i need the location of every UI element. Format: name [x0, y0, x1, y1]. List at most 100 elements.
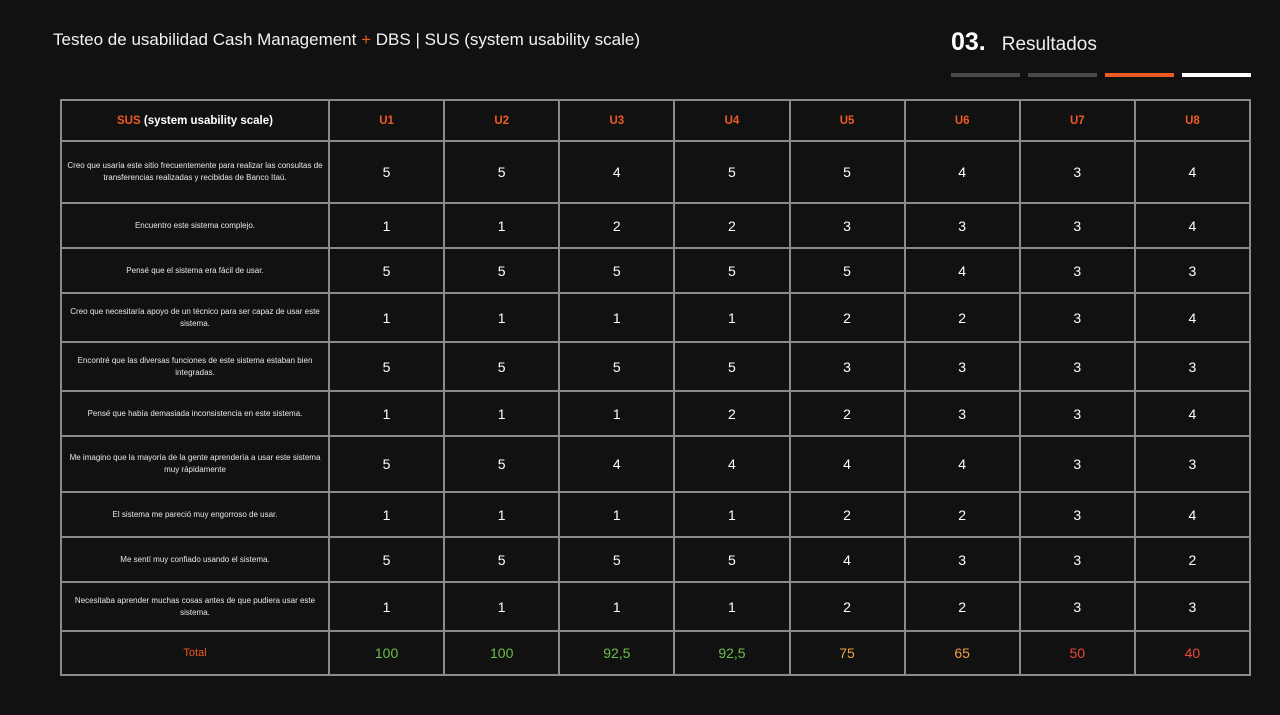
score-cell: 2	[788, 292, 906, 343]
score-cell: 4	[788, 536, 906, 583]
score-cell: 5	[327, 247, 446, 294]
title-plus: +	[361, 30, 372, 49]
score-cell: 5	[788, 140, 906, 204]
progress-segment	[951, 73, 1020, 77]
score-cell: 4	[673, 435, 791, 493]
sus-header-accent: SUS	[117, 114, 141, 127]
score-cell: 2	[558, 202, 676, 249]
table-row: Me imagino que la mayoría de la gente ap…	[60, 435, 1252, 493]
score-cell: 3	[1018, 491, 1136, 538]
score-cell: 4	[903, 435, 1021, 493]
score-cell: 5	[443, 247, 561, 294]
score-cell: 2	[1133, 536, 1252, 583]
score-cell: 3	[1133, 435, 1252, 493]
score-cell: 4	[1133, 140, 1252, 204]
question-cell: Creo que usaría este sitio frecuentement…	[60, 140, 330, 204]
total-score-cell: 65	[903, 630, 1021, 676]
score-cell: 3	[1018, 202, 1136, 249]
section-number: 03.	[951, 28, 986, 56]
section-heading: 03. Resultados	[951, 28, 1097, 57]
score-cell: 5	[327, 435, 446, 493]
score-cell: 4	[1133, 491, 1252, 538]
score-cell: 5	[673, 247, 791, 294]
score-cell: 3	[1018, 390, 1136, 437]
score-cell: 3	[903, 390, 1021, 437]
score-cell: 1	[327, 202, 446, 249]
score-cell: 5	[443, 341, 561, 392]
column-header-user: U4	[673, 99, 791, 142]
column-header-user: U5	[788, 99, 906, 142]
table-row: El sistema me pareció muy engorroso de u…	[60, 491, 1252, 538]
table-row: Pensé que el sistema era fácil de usar. 5…	[60, 247, 1252, 294]
score-cell: 4	[1133, 292, 1252, 343]
score-cell: 1	[673, 581, 791, 632]
table-header-row: SUS (system usability scale) U1 U2 U3 U4 U5 U…	[60, 99, 1252, 142]
column-header-user: U2	[443, 99, 561, 142]
score-cell: 2	[903, 292, 1021, 343]
score-cell: 4	[558, 140, 676, 204]
score-cell: 1	[558, 581, 676, 632]
score-cell: 3	[1018, 536, 1136, 583]
score-cell: 3	[1018, 292, 1136, 343]
page-title: Testeo de usabilidad Cash Management + D…	[53, 30, 640, 50]
score-cell: 4	[1133, 390, 1252, 437]
score-cell: 1	[673, 292, 791, 343]
score-cell: 1	[558, 292, 676, 343]
score-cell: 3	[903, 536, 1021, 583]
section-name: Resultados	[1001, 34, 1097, 55]
score-cell: 1	[327, 491, 446, 538]
score-cell: 3	[1018, 581, 1136, 632]
score-cell: 3	[1018, 435, 1136, 493]
question-cell: Pensé que el sistema era fácil de usar.	[60, 247, 330, 294]
question-cell: Creo que necesitaría apoyo de un técnico…	[60, 292, 330, 343]
score-cell: 5	[327, 536, 446, 583]
column-header-user: U3	[558, 99, 676, 142]
table-row: Creo que necesitaría apoyo de un técnico…	[60, 292, 1252, 343]
total-score-cell: 92,5	[558, 630, 676, 676]
score-cell: 1	[443, 202, 561, 249]
score-cell: 4	[903, 140, 1021, 204]
score-cell: 5	[673, 536, 791, 583]
score-cell: 3	[1018, 140, 1136, 204]
progress-segment	[1182, 73, 1251, 77]
score-cell: 1	[443, 292, 561, 343]
total-row: Total 100 100 92,5 92,5 75 65 50 40	[60, 630, 1252, 676]
score-cell: 1	[558, 390, 676, 437]
total-score-cell: 100	[327, 630, 446, 676]
table-row: Necesitaba aprender muchas cosas antes d…	[60, 581, 1252, 632]
score-cell: 3	[1133, 341, 1252, 392]
score-cell: 5	[673, 140, 791, 204]
score-cell: 1	[673, 491, 791, 538]
question-cell: Me imagino que la mayoría de la gente ap…	[60, 435, 330, 493]
question-cell: El sistema me pareció muy engorroso de u…	[60, 491, 330, 538]
score-cell: 5	[673, 341, 791, 392]
score-cell: 2	[788, 390, 906, 437]
score-cell: 5	[558, 247, 676, 294]
score-cell: 2	[673, 390, 791, 437]
score-cell: 3	[1018, 341, 1136, 392]
score-cell: 1	[443, 491, 561, 538]
score-cell: 1	[327, 390, 446, 437]
score-cell: 5	[558, 536, 676, 583]
total-score-cell: 75	[788, 630, 906, 676]
sus-header-cell: SUS (system usability scale)	[60, 99, 330, 142]
score-cell: 4	[558, 435, 676, 493]
table-row: Encuentro este sistema complejo. 1 1 2 2 3 3 3 4	[60, 202, 1252, 249]
question-cell: Pensé que había demasiada inconsistencia…	[60, 390, 330, 437]
sus-header-text: (system usability scale)	[143, 114, 273, 127]
total-score-cell: 40	[1133, 630, 1252, 676]
total-score-cell: 100	[443, 630, 561, 676]
question-cell: Me sentí muy confiado usando el sistema.	[60, 536, 330, 583]
title-suffix: DBS | SUS (system usability scale)	[375, 30, 640, 49]
column-header-user: U6	[903, 99, 1021, 142]
column-header-user: U8	[1133, 99, 1252, 142]
score-cell: 3	[903, 202, 1021, 249]
score-cell: 5	[327, 140, 446, 204]
score-cell: 4	[788, 435, 906, 493]
score-cell: 5	[788, 247, 906, 294]
score-cell: 1	[443, 390, 561, 437]
score-cell: 5	[443, 536, 561, 583]
table-row: Me sentí muy confiado usando el sistema.…	[60, 536, 1252, 583]
section-progress-indicator	[951, 73, 1251, 77]
total-score-cell: 50	[1018, 630, 1136, 676]
